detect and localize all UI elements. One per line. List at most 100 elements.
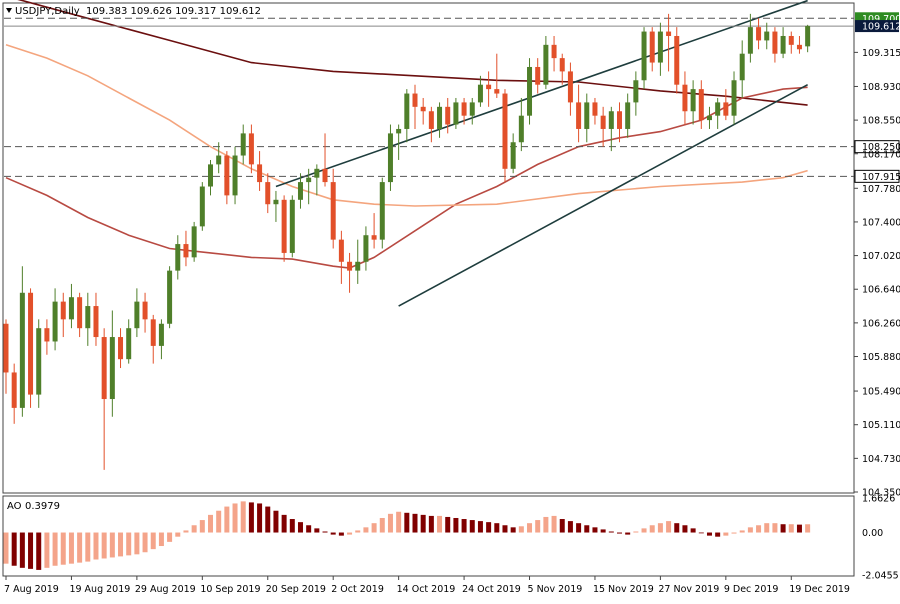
candle[interactable]: [208, 159, 213, 196]
candle[interactable]: [363, 226, 369, 271]
candle[interactable]: [379, 177, 385, 249]
candle[interactable]: [608, 106, 614, 152]
candle[interactable]: [641, 27, 647, 90]
candle[interactable]: [527, 58, 533, 125]
candle[interactable]: [469, 97, 475, 125]
candle[interactable]: [682, 71, 688, 125]
candle[interactable]: [551, 35, 557, 72]
candle[interactable]: [396, 124, 402, 160]
candle[interactable]: [158, 319, 164, 360]
candle[interactable]: [698, 80, 704, 129]
candle[interactable]: [191, 221, 197, 262]
candle[interactable]: [306, 168, 312, 205]
candle[interactable]: [126, 319, 132, 364]
candle[interactable]: [649, 27, 655, 72]
candle[interactable]: [788, 31, 794, 54]
candle[interactable]: [796, 35, 802, 54]
candle[interactable]: [535, 58, 541, 94]
candle[interactable]: [36, 319, 42, 408]
candle[interactable]: [118, 328, 124, 369]
candle[interactable]: [240, 124, 246, 165]
candle[interactable]: [453, 97, 459, 129]
candle[interactable]: [445, 97, 451, 134]
candle[interactable]: [592, 97, 598, 125]
candle[interactable]: [543, 35, 549, 90]
candle[interactable]: [428, 106, 434, 143]
candle[interactable]: [330, 168, 336, 249]
candle[interactable]: [437, 102, 443, 138]
candle[interactable]: [739, 40, 745, 98]
candle[interactable]: [690, 80, 696, 125]
candle[interactable]: [44, 319, 50, 355]
candle[interactable]: [60, 292, 66, 338]
candle[interactable]: [248, 124, 254, 174]
candle[interactable]: [183, 230, 189, 267]
candle[interactable]: [584, 93, 590, 143]
candle[interactable]: [150, 314, 156, 364]
dropdown-triangle-icon[interactable]: [6, 8, 12, 13]
channel-line-1[interactable]: [275, 0, 808, 188]
candle[interactable]: [780, 27, 786, 59]
candle[interactable]: [355, 239, 361, 284]
candle[interactable]: [747, 13, 753, 63]
candle[interactable]: [134, 288, 140, 338]
candle[interactable]: [723, 89, 729, 121]
candle[interactable]: [289, 195, 295, 258]
candle[interactable]: [232, 146, 238, 205]
candle[interactable]: [101, 328, 107, 470]
candle[interactable]: [617, 102, 622, 143]
candle[interactable]: [257, 151, 263, 191]
candle[interactable]: [224, 151, 230, 205]
candle[interactable]: [518, 97, 524, 152]
candle[interactable]: [764, 22, 770, 50]
candle[interactable]: [502, 89, 508, 183]
candle[interactable]: [216, 142, 222, 174]
candle[interactable]: [93, 292, 99, 346]
candle[interactable]: [19, 266, 25, 417]
candle[interactable]: [3, 319, 9, 394]
candle[interactable]: [167, 266, 173, 329]
candle[interactable]: [576, 84, 582, 143]
candle[interactable]: [715, 97, 721, 129]
candle[interactable]: [109, 310, 115, 417]
candle[interactable]: [412, 84, 418, 129]
candle[interactable]: [600, 106, 606, 147]
candle[interactable]: [772, 27, 778, 63]
candle[interactable]: [85, 292, 91, 346]
candle[interactable]: [387, 124, 393, 191]
candle[interactable]: [494, 53, 500, 98]
channel-line-2[interactable]: [398, 83, 809, 307]
candle[interactable]: [404, 89, 410, 143]
candle[interactable]: [68, 283, 74, 329]
candle[interactable]: [625, 93, 631, 138]
candle[interactable]: [805, 24, 811, 53]
candle[interactable]: [371, 213, 377, 249]
candle[interactable]: [28, 288, 34, 408]
candle[interactable]: [657, 22, 663, 76]
candle[interactable]: [52, 288, 58, 351]
candle[interactable]: [273, 190, 279, 222]
candle[interactable]: [666, 13, 672, 72]
candle[interactable]: [567, 62, 573, 116]
candle[interactable]: [510, 133, 516, 174]
candle[interactable]: [142, 292, 148, 333]
candle[interactable]: [314, 164, 320, 196]
candle[interactable]: [559, 53, 565, 85]
candle[interactable]: [265, 173, 271, 214]
candle[interactable]: [756, 18, 762, 50]
candle[interactable]: [420, 97, 426, 125]
candle[interactable]: [77, 292, 83, 338]
candle[interactable]: [674, 27, 680, 94]
candle[interactable]: [11, 363, 17, 424]
candle[interactable]: [175, 235, 181, 280]
candle[interactable]: [633, 71, 639, 116]
candle[interactable]: [297, 173, 303, 209]
candle[interactable]: [322, 133, 328, 187]
candle[interactable]: [461, 97, 467, 125]
candle[interactable]: [199, 182, 205, 231]
candle[interactable]: [281, 195, 287, 262]
candle[interactable]: [731, 71, 737, 125]
candle[interactable]: [338, 230, 344, 284]
candle[interactable]: [486, 71, 492, 107]
